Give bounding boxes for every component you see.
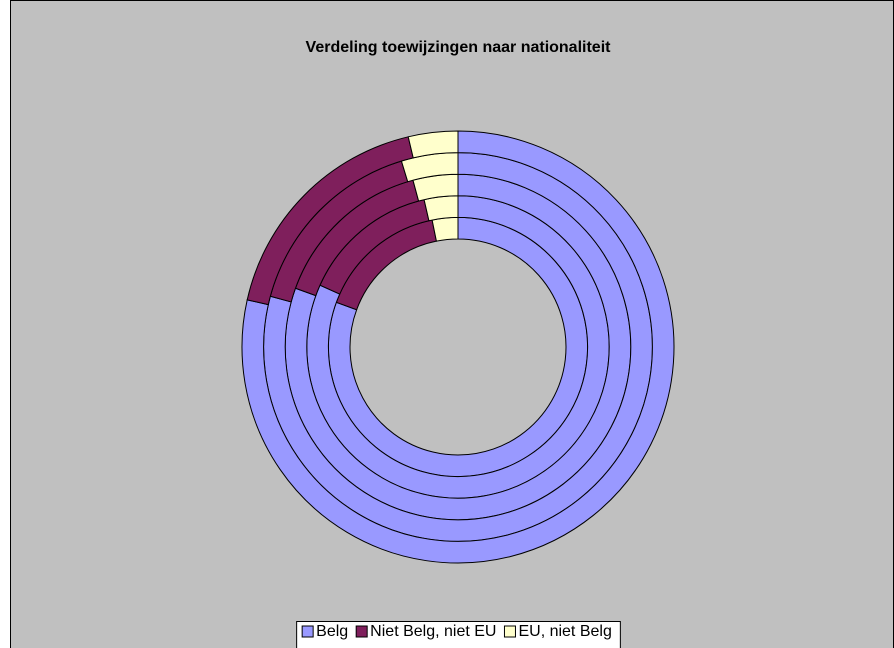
doughnut-segment bbox=[407, 130, 459, 159]
legend-label: Belg bbox=[316, 623, 348, 640]
legend-box bbox=[296, 621, 621, 648]
doughnut-segment bbox=[431, 216, 459, 242]
legend-label: Niet Belg, niet EU bbox=[370, 623, 496, 640]
chart-title: Verdeling toewijzingen naar nationalitei… bbox=[306, 39, 612, 56]
legend-label: EU, niet Belg bbox=[518, 623, 611, 640]
legend: Belg Niet Belg, niet EU EU, niet Belg bbox=[296, 621, 621, 648]
doughnut-segment bbox=[241, 130, 675, 564]
legend-swatch bbox=[503, 625, 516, 638]
doughnut-segment bbox=[423, 195, 459, 222]
legend-swatch bbox=[301, 625, 314, 638]
legend-swatch bbox=[355, 625, 368, 638]
